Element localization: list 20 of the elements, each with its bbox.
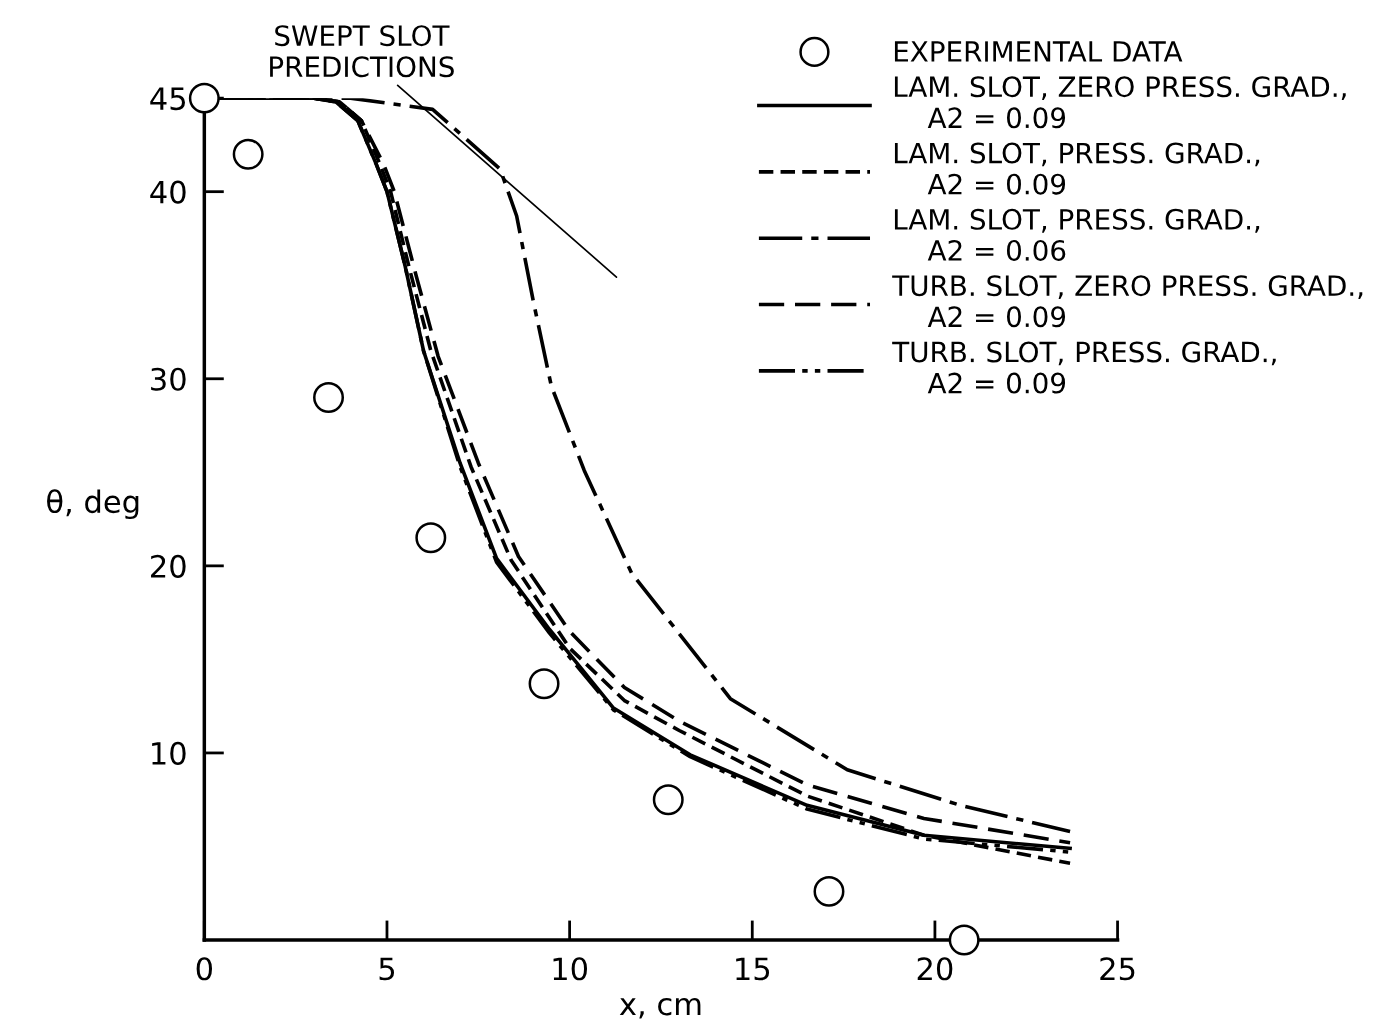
legend-label: TURB. SLOT, ZERO PRESS. GRAD., A2 = 0.09 <box>892 275 1363 328</box>
y-tick-label: 20 <box>151 554 186 578</box>
y-tick-label: 40 <box>150 180 186 204</box>
y-tick-label: 10 <box>152 741 186 765</box>
x-tick-label: 20 <box>917 957 953 981</box>
legend-label: LAM. SLOT, PRESS. GRAD., A2 = 0.06 <box>894 208 1260 261</box>
x-tick-label: 15 <box>736 957 770 981</box>
y-tick-label: 30 <box>151 367 186 391</box>
x-tick-label: 0 <box>196 957 213 981</box>
legend-label: EXPERIMENTAL DATA <box>894 41 1183 62</box>
legend-label: LAM. SLOT, ZERO PRESS. GRAD., A2 = 0.09 <box>894 76 1346 129</box>
text: SWEPT SLOT PREDICTIONS <box>270 25 454 78</box>
x-tick-label: 25 <box>1100 957 1135 981</box>
x-tick-label: 10 <box>553 957 588 981</box>
y-tick-label: 45 <box>150 87 185 111</box>
legend-label: TURB. SLOT, PRESS. GRAD., A2 = 0.09 <box>892 341 1276 394</box>
x-axis-title: x, cm <box>619 997 701 1019</box>
x-tick-label: 5 <box>379 957 395 981</box>
legend-label: LAM. SLOT, PRESS. GRAD., A2 = 0.09 <box>894 142 1260 195</box>
y-axis-title: θ, deg <box>47 489 139 520</box>
